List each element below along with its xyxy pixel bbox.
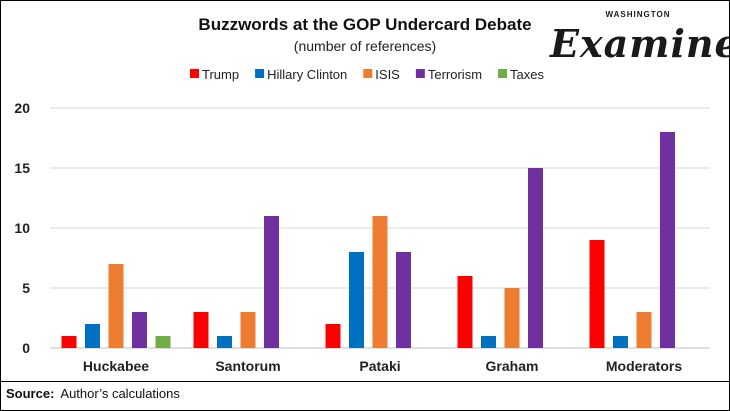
bar-moderators-terrorism	[660, 132, 675, 348]
bar-santorum-terrorism	[264, 216, 279, 348]
bar-huckabee-isis	[108, 264, 124, 348]
source-text: Author’s calculations	[60, 386, 180, 401]
bar-graham-terrorism	[528, 168, 543, 348]
y-tick-label: 0	[22, 340, 30, 356]
legend: Trump Hillary Clinton ISIS Terrorism Taxes	[190, 67, 544, 82]
logo-wordmark: Examiner	[550, 21, 730, 66]
bar-pataki-trump	[325, 324, 341, 348]
bar-graham-hillary-clinton	[481, 336, 496, 348]
bar-moderators-isis	[636, 312, 652, 348]
y-axis-ticks: 0 5 10 15 20	[14, 100, 30, 356]
legend-label: Taxes	[510, 67, 544, 82]
chart-subtitle: (number of references)	[293, 38, 437, 54]
bar-pataki-hillary-clinton	[349, 252, 364, 348]
y-tick-label: 15	[14, 160, 30, 176]
bar-huckabee-trump	[61, 336, 77, 348]
bar-huckabee-taxes	[155, 336, 171, 348]
x-tick-label: Huckabee	[83, 358, 149, 374]
legend-label: Hillary Clinton	[267, 67, 347, 82]
x-axis-labels: Huckabee Santorum Pataki Graham Moderators	[83, 358, 682, 374]
x-tick-label: Moderators	[606, 358, 682, 374]
bar-moderators-trump	[589, 240, 605, 348]
bar-pataki-isis	[372, 216, 388, 348]
x-tick-label: Graham	[486, 358, 539, 374]
y-tick-label: 5	[22, 280, 30, 296]
bar-graham-trump	[457, 276, 473, 348]
legend-label: ISIS	[375, 67, 400, 82]
washington-examiner-logo: WASHINGTON Examiner	[550, 4, 730, 72]
bar-pataki-terrorism	[396, 252, 411, 348]
bar-graham-isis	[504, 288, 520, 348]
y-tick-label: 20	[14, 100, 30, 116]
x-tick-label: Pataki	[359, 358, 400, 374]
legend-swatch-terrorism	[415, 69, 425, 78]
legend-swatch-hillary-clinton	[255, 69, 265, 78]
bar-santorum-hillary-clinton	[217, 336, 232, 348]
chart-title: Buzzwords at the GOP Undercard Debate	[198, 15, 532, 34]
legend-swatch-taxes	[498, 69, 508, 78]
legend-swatch-isis	[363, 69, 373, 78]
footer-divider	[0, 381, 730, 382]
y-tick-label: 10	[14, 220, 30, 236]
source-label: Source:	[6, 386, 55, 401]
legend-label: Trump	[202, 67, 239, 82]
bar-santorum-isis	[240, 312, 256, 348]
legend-swatch-trump	[190, 69, 199, 78]
x-tick-label: Santorum	[215, 358, 280, 374]
bar-moderators-hillary-clinton	[613, 336, 628, 348]
logo-top-text: WASHINGTON	[605, 10, 671, 19]
bar-huckabee-terrorism	[132, 312, 147, 348]
source-note: Source: Author’s calculations	[6, 386, 180, 401]
bar-chart: 0 5 10 15 20 Huckabee Santorum Pataki Graham Mod…	[14, 67, 710, 374]
bar-huckabee-hillary-clinton	[85, 324, 100, 348]
legend-label: Terrorism	[428, 67, 482, 82]
bars	[61, 132, 675, 348]
bar-santorum-trump	[193, 312, 209, 348]
